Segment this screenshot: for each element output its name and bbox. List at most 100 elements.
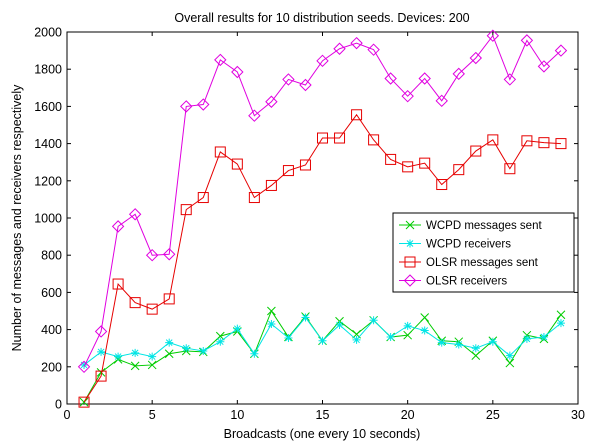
data-point	[131, 348, 140, 357]
data-point	[419, 157, 431, 169]
series-1	[80, 313, 565, 369]
data-point	[112, 278, 124, 290]
legend-label: WCPD messages sent	[426, 220, 542, 232]
x-tick-label: 10	[230, 408, 244, 422]
data-point	[453, 164, 465, 176]
data-point	[145, 248, 159, 262]
data-point	[248, 192, 260, 204]
y-tick-label: 200	[41, 360, 62, 374]
data-point	[148, 352, 157, 361]
data-point	[403, 274, 417, 287]
data-point	[317, 132, 328, 144]
data-point	[265, 95, 278, 108]
data-point	[351, 109, 363, 121]
data-point	[369, 316, 378, 325]
data-point	[94, 325, 108, 338]
y-axis-label: Number of messages and receivers respect…	[10, 84, 24, 352]
data-point	[216, 337, 225, 346]
data-point	[265, 179, 277, 191]
data-point	[165, 338, 174, 347]
data-point	[418, 72, 431, 85]
chart-title: Overall results for 10 distribution seed…	[174, 11, 469, 25]
data-point	[128, 208, 142, 221]
data-point	[404, 256, 416, 268]
data-point	[539, 333, 548, 342]
data-point	[352, 335, 361, 344]
data-point	[503, 73, 517, 86]
data-point	[435, 94, 448, 108]
data-point	[504, 163, 516, 175]
data-point	[555, 138, 567, 150]
data-point	[282, 165, 294, 177]
legend-item: OLSR messages sent	[399, 256, 539, 269]
data-point	[470, 145, 482, 157]
data-point	[199, 346, 208, 355]
data-point	[129, 297, 141, 309]
data-point	[164, 349, 174, 359]
data-point	[79, 397, 89, 407]
data-point	[180, 100, 193, 113]
data-point	[114, 352, 123, 361]
data-point	[182, 344, 191, 353]
data-point	[385, 153, 397, 165]
data-point	[403, 321, 412, 330]
data-point	[401, 89, 414, 103]
data-point	[80, 360, 89, 369]
data-point	[248, 109, 261, 122]
data-point	[505, 358, 515, 368]
legend-label: WCPD receivers	[426, 239, 511, 251]
legend-item: WCPD receivers	[399, 239, 511, 251]
series-3	[77, 29, 568, 374]
data-point	[233, 324, 242, 333]
data-point	[403, 330, 413, 340]
y-tick-label: 1600	[34, 100, 62, 114]
x-tick-label: 0	[64, 408, 71, 422]
data-point	[282, 73, 295, 86]
data-point	[334, 132, 346, 144]
data-point	[147, 360, 157, 370]
data-point	[384, 72, 397, 85]
data-point	[367, 43, 380, 56]
legend-box	[392, 212, 575, 293]
data-point	[180, 204, 192, 216]
x-axis-label: Broadcasts (one every 10 seconds)	[224, 427, 421, 441]
x-tick-label: 15	[316, 408, 330, 422]
data-point	[350, 36, 363, 50]
y-tick-label: 600	[41, 286, 62, 300]
y-tick-label: 1200	[34, 174, 62, 188]
data-point	[197, 192, 209, 204]
data-point	[505, 351, 514, 360]
data-point	[250, 349, 259, 358]
data-point	[556, 319, 565, 328]
data-point	[214, 53, 227, 67]
data-point	[520, 34, 534, 47]
data-point	[231, 158, 243, 170]
data-point	[299, 159, 311, 171]
y-tick-label: 1400	[34, 137, 62, 151]
data-point	[522, 334, 531, 343]
data-point	[487, 134, 499, 146]
data-point	[368, 134, 380, 146]
legend: WCPD messages sent WCPD receivers OLSR mes…	[392, 212, 575, 293]
data-point	[197, 98, 210, 111]
data-point	[301, 313, 310, 322]
data-point	[437, 338, 446, 347]
data-point	[471, 351, 481, 360]
data-point	[146, 303, 158, 315]
data-point	[402, 161, 414, 173]
data-point	[267, 306, 276, 316]
data-point	[333, 42, 346, 55]
data-point	[318, 336, 327, 345]
data-point	[471, 344, 480, 353]
y-tick-label: 0	[55, 398, 62, 412]
legend-label: OLSR messages sent	[426, 257, 539, 269]
data-point	[267, 320, 276, 329]
x-tick-label: 30	[571, 408, 585, 422]
data-point	[95, 370, 107, 382]
series-line	[83, 113, 561, 403]
legend-item: WCPD messages sent	[399, 220, 542, 232]
data-point	[231, 65, 244, 79]
data-point	[130, 361, 140, 371]
data-point	[420, 326, 429, 335]
